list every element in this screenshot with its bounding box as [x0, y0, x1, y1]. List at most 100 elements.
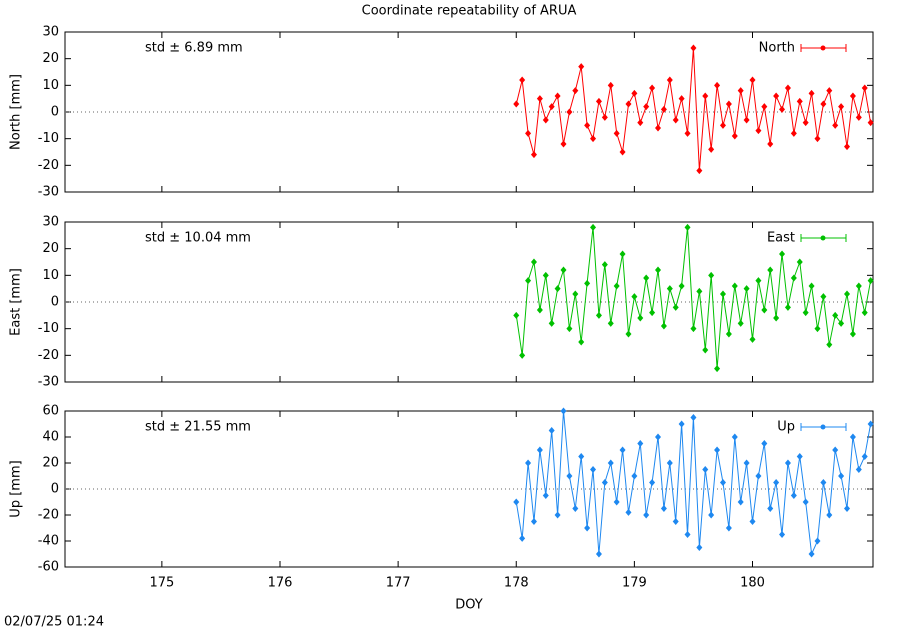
data-point	[643, 511, 650, 519]
legend-swatch	[820, 424, 826, 430]
y-tick-label: 10	[42, 268, 59, 283]
data-point	[714, 446, 721, 454]
data-point	[660, 322, 667, 330]
data-point	[578, 453, 585, 460]
data-point	[590, 466, 597, 473]
data-point	[826, 341, 833, 349]
data-point	[643, 274, 650, 282]
data-point	[714, 81, 721, 89]
data-point	[838, 103, 845, 111]
data-point	[637, 119, 644, 127]
data-point	[755, 127, 762, 135]
data-point	[749, 76, 756, 84]
data-point	[719, 121, 726, 129]
data-point	[844, 143, 851, 151]
data-point	[607, 81, 614, 89]
data-point	[832, 446, 839, 454]
legend-swatch	[820, 45, 826, 51]
data-point	[719, 479, 726, 486]
data-point	[566, 325, 573, 333]
data-point	[838, 319, 845, 327]
data-point	[601, 113, 608, 121]
y-tick-label: 40	[42, 430, 59, 445]
y-axis-label: North [mm]	[9, 74, 24, 150]
data-point	[590, 135, 597, 143]
data-point	[649, 84, 656, 92]
data-point	[761, 440, 768, 447]
data-point	[826, 87, 833, 95]
data-point	[542, 116, 549, 124]
data-point	[802, 498, 809, 506]
data-point	[672, 518, 679, 525]
data-point	[761, 103, 768, 111]
data-point	[725, 330, 732, 338]
y-tick-label: -30	[38, 185, 59, 200]
data-point	[844, 290, 851, 298]
x-tick-label: 178	[504, 576, 529, 591]
data-point	[767, 505, 774, 512]
data-point	[725, 524, 732, 532]
data-point	[525, 459, 532, 467]
data-point	[708, 145, 715, 153]
data-point	[814, 135, 821, 143]
data-point	[595, 97, 602, 105]
data-point	[737, 87, 744, 95]
data-point	[584, 524, 591, 532]
y-tick-label: 0	[51, 105, 59, 120]
y-tick-label: -40	[38, 534, 59, 549]
data-point	[548, 319, 555, 327]
data-point	[690, 44, 697, 52]
data-point	[678, 420, 685, 428]
data-point	[749, 335, 756, 343]
x-tick-label: 179	[622, 576, 647, 591]
data-point	[513, 498, 520, 506]
data-point	[743, 285, 750, 293]
legend-label: North	[759, 41, 795, 56]
data-point	[802, 119, 809, 127]
data-point	[861, 309, 868, 317]
data-point	[820, 479, 827, 486]
data-point	[784, 459, 791, 467]
data-point	[684, 223, 691, 231]
data-point	[725, 100, 732, 108]
data-point	[637, 314, 644, 322]
legend-swatch	[820, 235, 826, 241]
data-point	[643, 103, 650, 111]
y-tick-label: 60	[42, 404, 59, 419]
data-point	[849, 92, 856, 100]
data-point	[595, 550, 602, 558]
data-point	[536, 306, 543, 314]
annotation: std ± 21.55 mm	[145, 420, 251, 435]
data-point	[536, 446, 543, 454]
y-tick-label: 0	[51, 295, 59, 310]
data-point	[607, 459, 614, 467]
data-point	[737, 498, 744, 506]
y-tick-label: 20	[42, 456, 59, 471]
data-point	[814, 537, 821, 545]
data-point	[595, 311, 602, 319]
data-point	[619, 148, 626, 156]
x-tick-label: 175	[149, 576, 174, 591]
timestamp: 02/07/25 01:24	[4, 615, 104, 630]
y-tick-label: 20	[42, 241, 59, 256]
data-point	[525, 129, 532, 137]
data-point	[867, 420, 874, 428]
data-point	[849, 330, 856, 338]
data-point	[802, 309, 809, 317]
chart-title: Coordinate repeatability of ARUA	[362, 4, 577, 19]
data-point	[779, 250, 786, 258]
data-point	[666, 459, 673, 467]
y-tick-label: 30	[42, 25, 59, 40]
data-point	[548, 427, 555, 434]
data-point	[530, 258, 537, 266]
data-point	[649, 479, 656, 486]
data-point	[867, 277, 874, 285]
data-point	[660, 505, 667, 512]
data-point	[625, 330, 632, 338]
data-point	[696, 287, 703, 295]
y-axis-label: Up [mm]	[9, 460, 24, 517]
data-point	[743, 116, 750, 124]
data-point	[773, 314, 780, 322]
